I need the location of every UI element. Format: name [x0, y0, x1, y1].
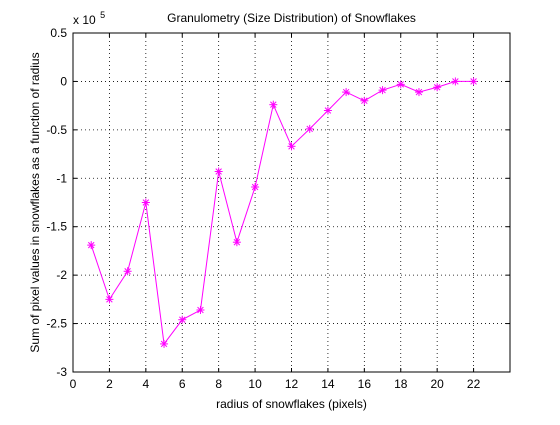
data-point: [160, 339, 169, 348]
data-point: [141, 198, 150, 207]
marker-stroke: [415, 88, 423, 96]
y-tick-label: -1: [56, 171, 67, 185]
exponent-base: x 10: [73, 13, 96, 27]
y-axis-label: Sum of pixel values in snowflakes as a f…: [28, 52, 42, 352]
data-point: [378, 86, 387, 95]
x-tick-label: 18: [394, 377, 408, 391]
data-point: [269, 100, 278, 109]
data-point: [214, 167, 223, 176]
data-point: [105, 295, 114, 304]
data-point: [469, 77, 478, 86]
data-point: [414, 88, 423, 97]
marker-stroke: [288, 143, 295, 150]
marker-stroke: [233, 238, 241, 246]
x-tick-label: 14: [321, 377, 335, 391]
marker-stroke: [124, 268, 131, 275]
x-tick-label: 22: [467, 377, 481, 391]
x-tick-label: 20: [430, 377, 444, 391]
y-tick-label: -2.5: [46, 317, 67, 331]
x-tick-label: 10: [248, 377, 262, 391]
data-point: [123, 267, 132, 276]
data-point: [178, 315, 187, 324]
x-axis-label: radius of snowflakes (pixels): [216, 397, 367, 411]
marker-stroke: [270, 101, 277, 108]
y-tick-label: -1.5: [46, 220, 67, 234]
marker-stroke: [142, 199, 150, 206]
data-point: [87, 241, 96, 250]
data-point: [232, 238, 241, 247]
marker-stroke: [361, 97, 368, 105]
x-tick-label: 12: [285, 377, 299, 391]
marker-stroke: [251, 183, 259, 191]
marker-stroke: [470, 78, 477, 85]
x-tick-label: 2: [106, 377, 113, 391]
tick-layer: 0 2 4 6 8 10 12 14 16 18 20 22 0.5 0 -0.5 -1 -1.5 -2 -2.5 -…: [46, 26, 510, 391]
y-tick-label: -3: [56, 365, 67, 379]
data-point: [251, 183, 260, 192]
data-point: [287, 142, 296, 151]
data-point: [196, 306, 205, 315]
marker-stroke: [160, 340, 168, 348]
marker-stroke: [452, 78, 459, 85]
series-line: [90, 80, 474, 346]
data-point: [433, 83, 442, 92]
marker-stroke: [306, 125, 313, 133]
marker-stroke: [324, 107, 332, 114]
marker-stroke: [397, 81, 405, 88]
x-tick-label: 0: [70, 377, 77, 391]
x-tick-label: 4: [142, 377, 149, 391]
y-tick-label: 0.5: [50, 26, 67, 40]
grid-layer: [73, 33, 510, 372]
data-point: [342, 88, 351, 97]
data-point: [305, 124, 314, 133]
data-point: [451, 77, 460, 86]
exponent-label: x 10 5: [73, 10, 105, 28]
marker-stroke: [178, 316, 186, 323]
data-point: [360, 96, 369, 105]
chart-title: Granulometry (Size Distribution) of Snow…: [167, 11, 416, 25]
marker-stroke: [433, 83, 441, 91]
y-tick-label: 0: [60, 74, 67, 88]
marker-stroke: [215, 168, 222, 175]
y-tick-label: -0.5: [46, 123, 67, 137]
data-point: [323, 106, 332, 115]
x-tick-label: 6: [179, 377, 186, 391]
marker-stroke: [106, 296, 113, 303]
x-tick-label: 8: [215, 377, 222, 391]
marker-stroke: [379, 86, 386, 94]
x-tick-label: 16: [358, 377, 372, 391]
marker-stroke: [197, 306, 204, 314]
y-tick-label: -2: [56, 268, 67, 282]
exponent-power: 5: [100, 10, 105, 20]
marker-stroke: [342, 88, 350, 96]
marker-stroke: [87, 241, 95, 249]
data-point: [396, 80, 405, 89]
series-layer: [87, 77, 478, 348]
